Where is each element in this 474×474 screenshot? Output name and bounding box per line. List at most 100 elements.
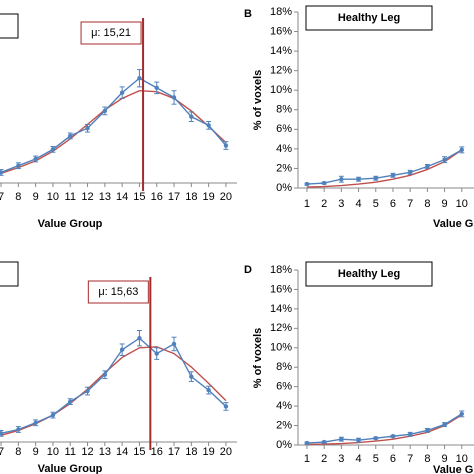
data-point (137, 336, 142, 341)
x-tick-label: 16 (151, 446, 163, 458)
series-line (306, 413, 463, 444)
x-tick-label: 2 (321, 453, 327, 465)
data-point (33, 156, 38, 162)
x-tick-label: 9 (33, 446, 39, 458)
data-point (102, 372, 108, 377)
y-tick-label: 10% (270, 84, 292, 96)
panel-title: Healthy Leg (338, 12, 400, 24)
y-tick-label: 6% (276, 381, 292, 393)
mean-label: μ: 15,63 (98, 286, 138, 298)
data-point (102, 108, 108, 114)
data-point (442, 157, 447, 162)
x-tick-label: 17 (168, 191, 180, 203)
y-tick-label: 4% (276, 400, 292, 412)
x-tick-label: 7 (0, 446, 4, 458)
data-point (0, 170, 4, 175)
data-point (407, 170, 413, 175)
x-tick-label: 2 (321, 198, 327, 210)
y-tick-label: 8% (276, 361, 292, 373)
x-tick-label: 4 (355, 453, 361, 465)
y-tick-label: 18% (270, 264, 292, 276)
data-point (189, 374, 194, 379)
data-point (373, 435, 378, 441)
x-tick-label: 10 (456, 198, 468, 210)
y-tick-label: 4% (276, 143, 292, 155)
data-point (119, 90, 125, 95)
x-tick-label: 14 (116, 191, 128, 203)
series-line (306, 149, 463, 188)
x-tick-label: 8 (15, 191, 21, 203)
data-point (339, 436, 344, 442)
x-tick-label: 5 (373, 453, 379, 465)
y-tick-label: 10% (270, 342, 292, 354)
y-tick-label: 6% (276, 123, 292, 135)
panel-box (0, 261, 19, 287)
y-tick-label: 12% (270, 65, 292, 77)
x-axis-title: Value Group (433, 464, 474, 474)
data-point (50, 147, 56, 152)
x-tick-label: 7 (407, 198, 413, 210)
data-point (171, 95, 177, 100)
x-tick-label: 9 (442, 198, 448, 210)
x-tick-label: 1 (304, 453, 310, 465)
panel-label: B (244, 8, 252, 20)
x-tick-label: 1 (304, 198, 310, 210)
data-point (68, 133, 73, 139)
series-line (0, 77, 227, 174)
data-point (304, 440, 310, 446)
panel-label: D (244, 264, 252, 276)
data-point (407, 432, 413, 437)
series-line (306, 149, 463, 185)
data-point (390, 173, 396, 178)
data-point (33, 420, 38, 425)
x-tick-label: 18 (185, 446, 197, 458)
y-tick-label: 18% (270, 6, 292, 18)
x-tick-label: 7 (407, 453, 413, 465)
x-tick-label: 13 (99, 446, 111, 458)
x-tick-label: 16 (151, 191, 163, 203)
data-point (189, 114, 194, 119)
x-tick-label: 10 (47, 191, 59, 203)
data-point (356, 437, 361, 443)
y-axis-title: % of voxels (252, 70, 264, 131)
data-point (459, 147, 464, 153)
series-line (0, 337, 227, 435)
data-point (206, 387, 211, 393)
y-tick-label: 16% (270, 25, 292, 37)
x-tick-label: 10 (47, 446, 59, 458)
data-point (425, 164, 430, 169)
data-point (321, 439, 327, 445)
mean-label: μ: 15,21 (91, 27, 131, 39)
x-tick-label: 8 (15, 446, 21, 458)
panel-title: Healthy Leg (338, 268, 400, 280)
data-point (154, 85, 159, 91)
series-line (0, 346, 227, 436)
x-tick-label: 19 (203, 191, 215, 203)
data-point (425, 428, 430, 433)
data-point (154, 351, 159, 356)
data-point (339, 177, 344, 182)
data-point (16, 427, 21, 432)
x-tick-label: 9 (33, 191, 39, 203)
x-tick-label: 15 (133, 191, 145, 203)
title-box (305, 261, 433, 287)
data-point (137, 76, 142, 81)
data-point (373, 176, 378, 181)
x-tick-label: 8 (424, 198, 430, 210)
x-axis-title: Value Group (38, 218, 103, 230)
x-tick-label: 12 (81, 191, 93, 203)
y-tick-label: 2% (276, 162, 292, 174)
x-tick-label: 11 (65, 446, 76, 458)
x-tick-label: 14 (116, 446, 128, 458)
x-tick-label: 13 (99, 191, 111, 203)
x-tick-label: 4 (355, 198, 361, 210)
y-tick-label: 0% (276, 439, 292, 451)
title-box (305, 5, 433, 31)
data-point (223, 143, 229, 148)
y-tick-label: 14% (270, 45, 292, 57)
y-tick-label: 0% (276, 182, 292, 194)
x-tick-label: 12 (81, 446, 93, 458)
data-point (390, 434, 396, 439)
